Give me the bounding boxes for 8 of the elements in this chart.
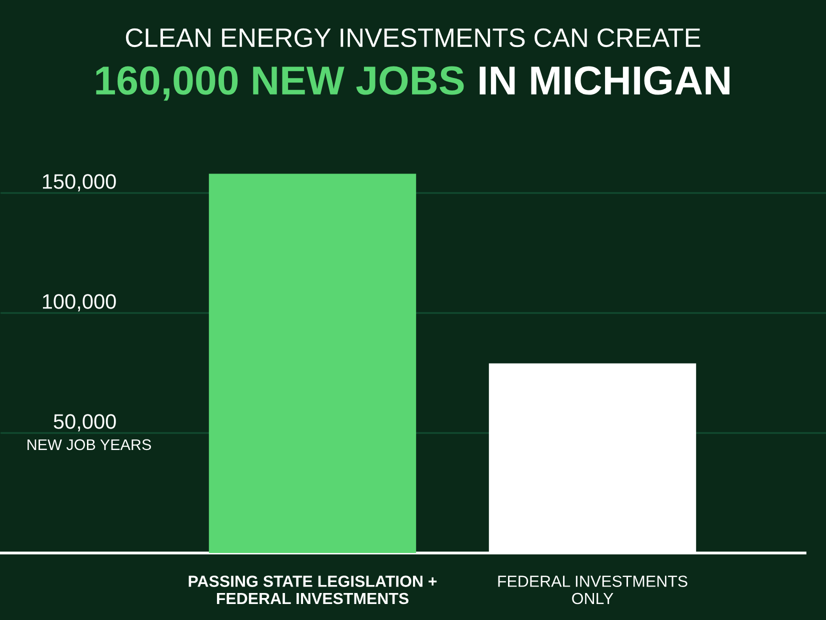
y-tick-label: 50,000: [54, 414, 116, 432]
chart-title: CLEAN ENERGY INVESTMENTS CAN CREATE: [126, 28, 700, 48]
y-axis-title: NEW JOB YEARS: [28, 439, 151, 450]
y-tick-label: 150,000: [42, 174, 116, 192]
x-tick-label: PASSING STATE LEGISLATION + FEDERAL INVESTMENTS: [188, 576, 437, 604]
x-tick-label: FEDERAL INVESTMENTS ONLY: [498, 576, 688, 604]
chart-subtitle: 160,000 NEW JOBS IN MICHIGAN: [96, 66, 730, 101]
y-tick-label: 100,000: [42, 294, 116, 312]
